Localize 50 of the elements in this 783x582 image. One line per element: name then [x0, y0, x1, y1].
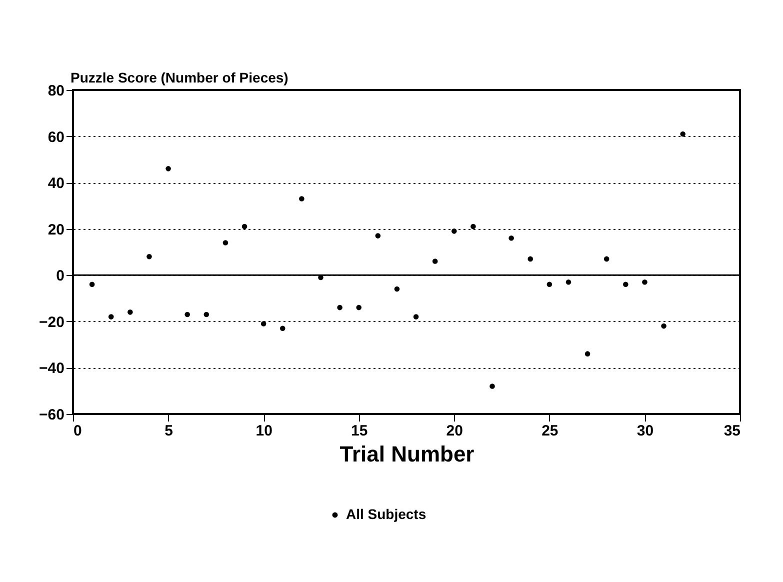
- y-axis-title: Puzzle Score (Number of Pieces): [70, 70, 288, 86]
- point: [604, 256, 610, 262]
- point: [432, 258, 438, 264]
- x-tick-label: 30: [636, 422, 654, 440]
- y-tick-label: 0: [56, 268, 64, 285]
- x-tick-label: 0: [74, 422, 82, 440]
- point: [356, 304, 362, 310]
- y-tick-label: 40: [48, 175, 64, 192]
- point: [128, 310, 133, 315]
- point: [204, 312, 210, 318]
- point: [89, 282, 95, 288]
- point: [299, 196, 304, 202]
- point: [623, 282, 628, 288]
- point: [642, 279, 648, 285]
- point: [566, 279, 572, 285]
- point: [260, 321, 266, 326]
- point: [146, 254, 152, 260]
- point: [680, 131, 686, 137]
- point: [280, 326, 286, 332]
- point: [490, 384, 495, 389]
- point: [394, 286, 400, 292]
- point: [508, 235, 514, 241]
- legend-label: All Subjects: [346, 506, 426, 522]
- x-tick-label: 20: [446, 422, 463, 440]
- y-tick-label: 60: [48, 128, 64, 146]
- x-tick-label: 10: [256, 422, 272, 440]
- point: [528, 256, 534, 262]
- x-tick-label: 5: [164, 422, 173, 440]
- y-tick-label: −60: [39, 406, 64, 424]
- point: [546, 282, 552, 288]
- point: [166, 166, 171, 172]
- x-tick-label: 25: [542, 422, 558, 440]
- x-tick-label: 15: [351, 422, 368, 440]
- point: [584, 351, 590, 356]
- x-tick-label: 35: [724, 422, 740, 440]
- point: [661, 323, 666, 329]
- point: [451, 228, 457, 234]
- point: [470, 224, 476, 230]
- y-tick-label: −40: [39, 360, 64, 378]
- point: [108, 314, 114, 320]
- y-tick-label: −20: [39, 314, 64, 331]
- point: [413, 314, 419, 320]
- point: [242, 224, 248, 230]
- x-axis-title: Trial Number: [340, 442, 475, 466]
- point: [375, 233, 381, 238]
- y-tick-label: 80: [48, 82, 64, 100]
- point: [222, 240, 228, 246]
- point: [184, 312, 190, 318]
- point: [337, 304, 342, 310]
- y-tick-label: 20: [48, 221, 64, 238]
